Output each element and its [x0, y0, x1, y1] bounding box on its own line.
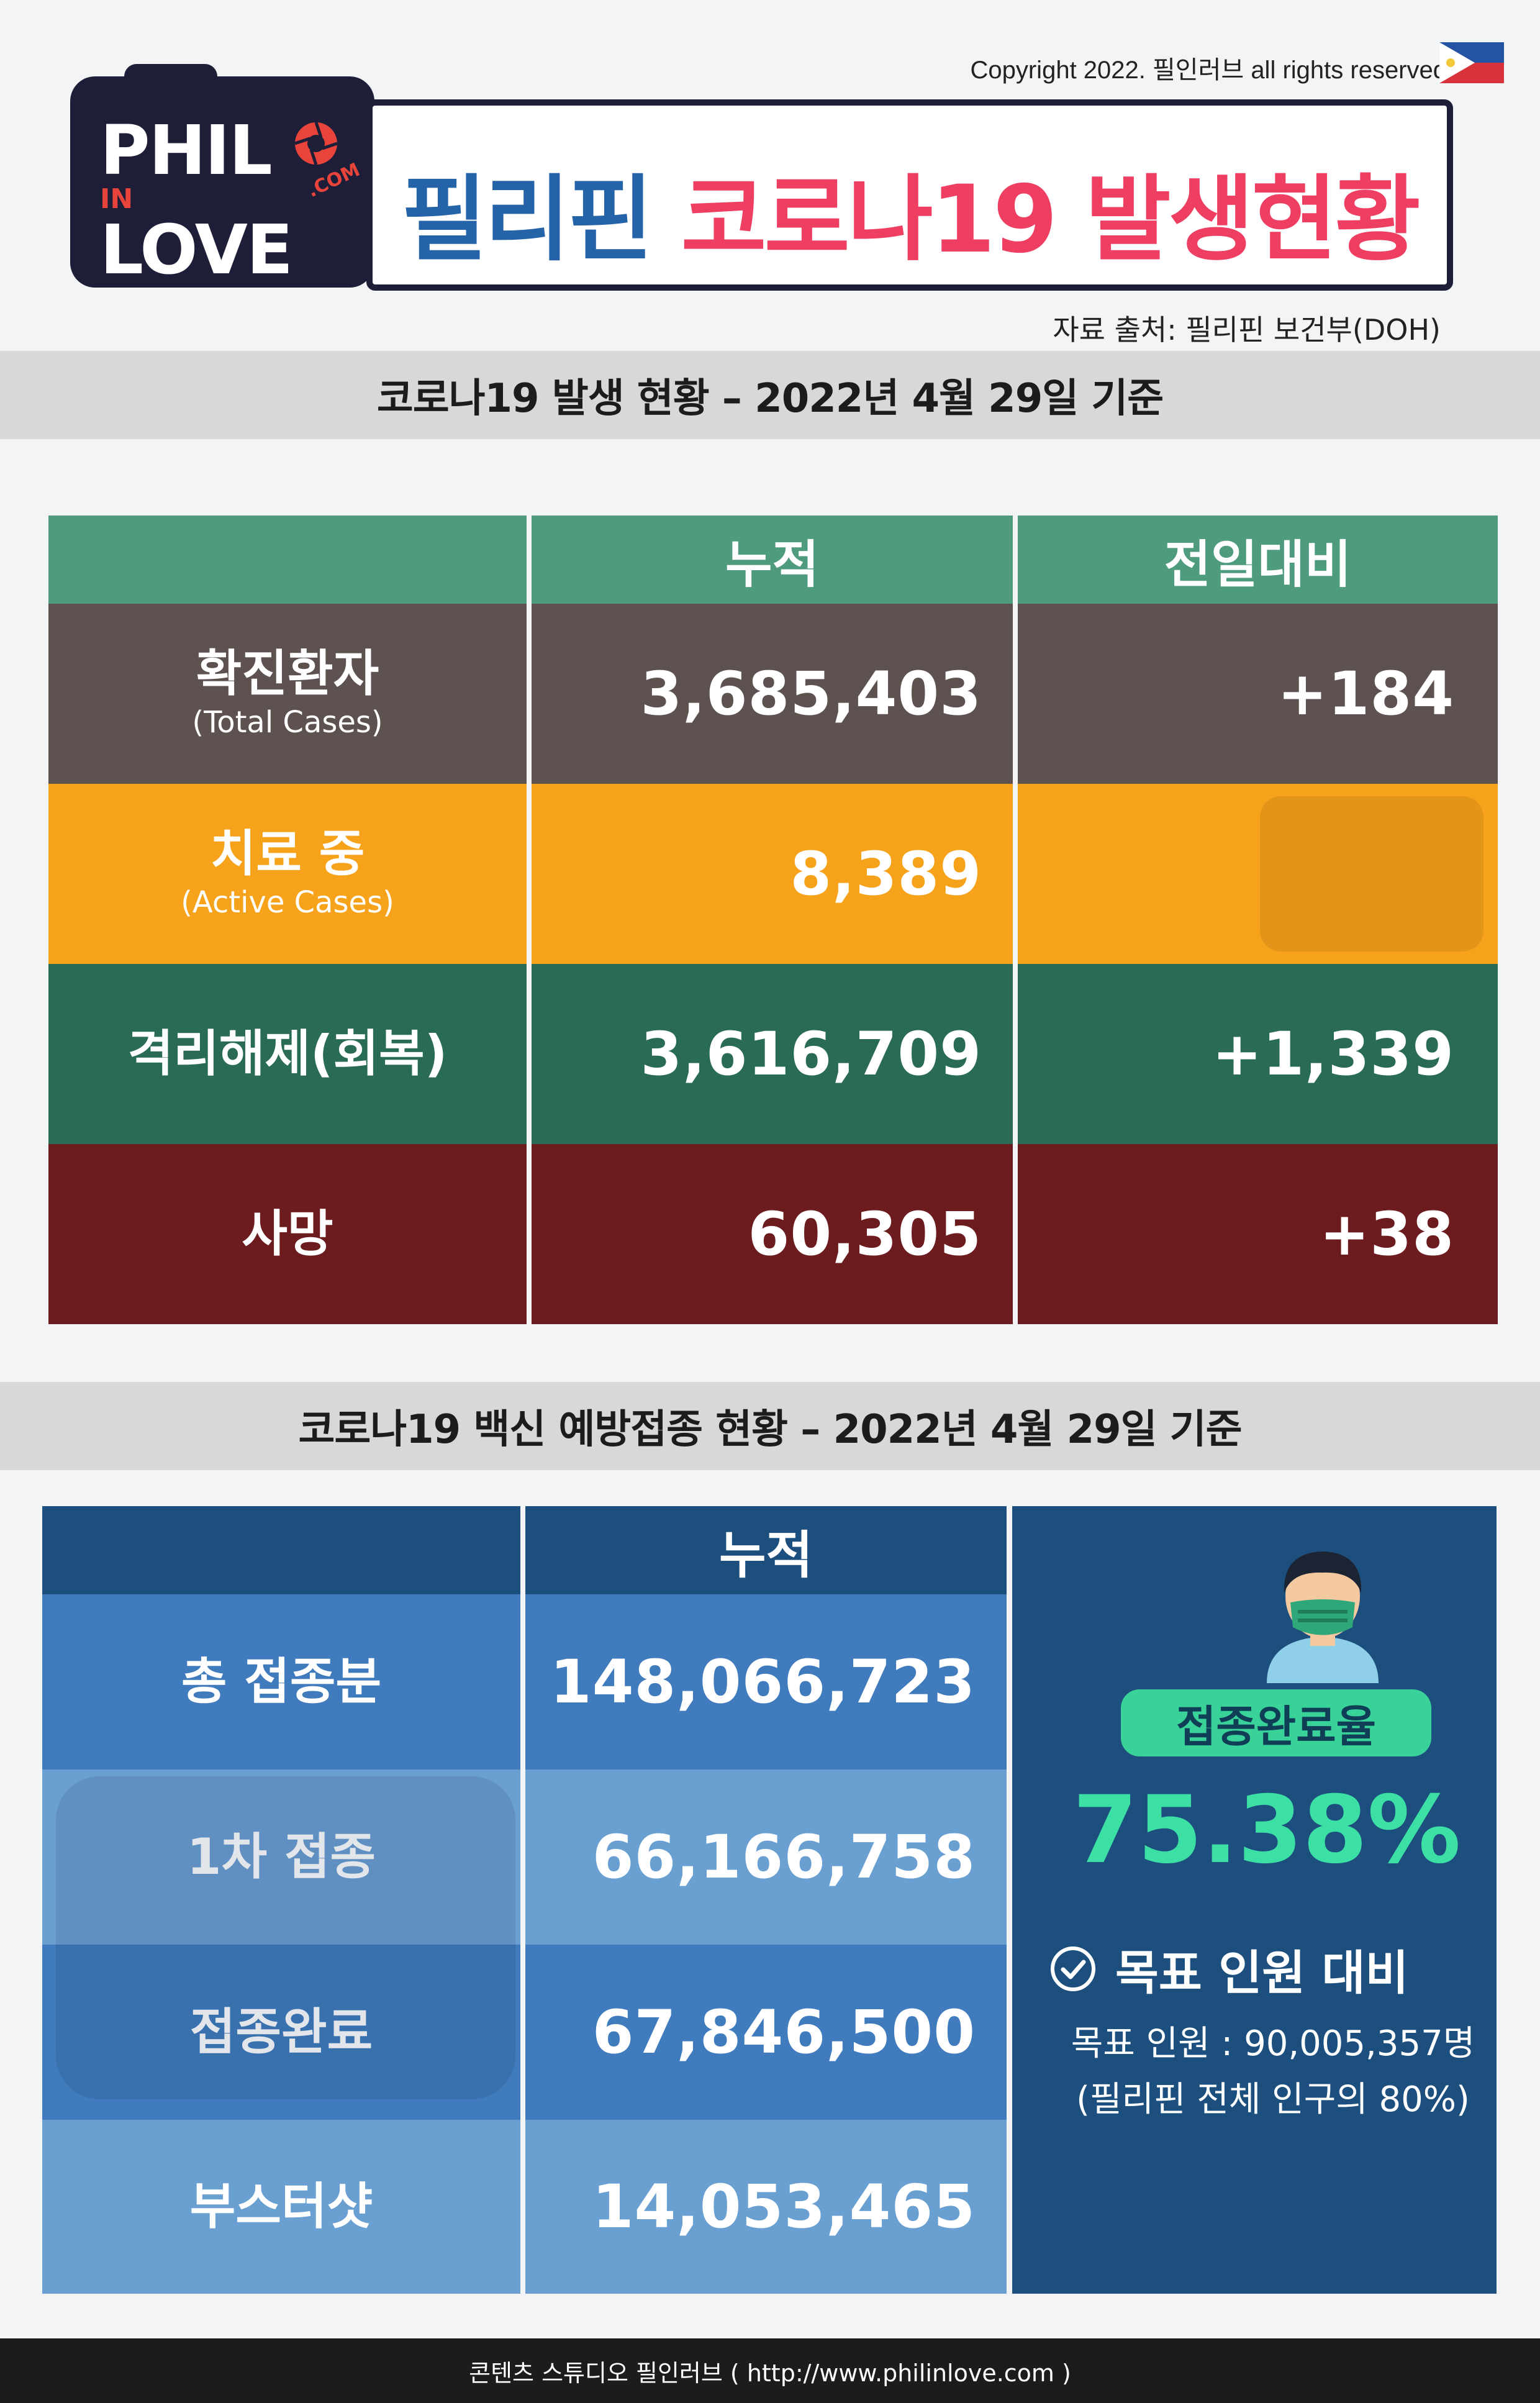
- deaths-cumulative: 60,305: [532, 1144, 1013, 1324]
- vaccine-header-blank: [42, 1506, 520, 1594]
- row-label-active-cases: 치료 중 (Active Cases): [48, 784, 527, 964]
- total-cases-cumulative: 3,685,403: [532, 604, 1013, 784]
- row-label-deaths: 사망: [48, 1144, 527, 1324]
- recovered-daily: +1,339: [1018, 964, 1498, 1144]
- deaths-daily: +38: [1018, 1144, 1498, 1324]
- masked-person-icon: [1267, 1551, 1379, 1683]
- row-label-total-doses: 총 접종분: [42, 1594, 520, 1769]
- philippines-flag-icon: [1439, 42, 1504, 83]
- goal-population: 목표 인원 : 90,005,357명: [1071, 2024, 1475, 2064]
- booster-value: 14,053,465: [525, 2120, 1007, 2294]
- footer-credit: 콘텐츠 스튜디오 필인러브 ( http://www.philinlove.co…: [0, 2338, 1540, 2403]
- goal-population-note: (필리핀 전체 인구의 80%): [1076, 2079, 1470, 2120]
- vaccination-rate-panel: [1012, 1506, 1497, 2294]
- total-doses-value: 148,066,723: [525, 1594, 1007, 1769]
- section2-heading: 코로나19 백신 예방접종 현황 – 2022년 4월 29일 기준: [0, 1382, 1540, 1470]
- recovered-cumulative: 3,616,709: [532, 964, 1013, 1144]
- fully-vaccinated-value: 67,846,500: [525, 1945, 1007, 2120]
- first-dose-value: 66,166,758: [525, 1769, 1007, 1945]
- vaccine-col-cumulative: 누적: [525, 1506, 1007, 1594]
- row-label-first-dose: 1차 접종: [42, 1769, 520, 1945]
- table-header-blank: [48, 516, 527, 604]
- active-cases-daily: [1018, 784, 1498, 964]
- row-label-recovered: 격리해제(회복): [48, 964, 527, 1144]
- goal-heading: 목표 인원 대비: [1049, 1935, 1408, 2003]
- completion-rate-badge: 접종완료율: [1121, 1689, 1431, 1756]
- row-label-total-cases: 확진환자 (Total Cases): [48, 604, 527, 784]
- row-label-booster: 부스터샷: [42, 2120, 520, 2294]
- col-daily-change: 전일대비: [1018, 516, 1498, 604]
- total-cases-daily: +184: [1018, 604, 1498, 784]
- col-cumulative: 누적: [532, 516, 1013, 604]
- camera-aperture-icon: [294, 122, 338, 165]
- check-circle-icon: [1051, 1946, 1095, 1991]
- watermark-logo: [1260, 796, 1483, 952]
- source-note: 자료 출처: 필리핀 보건부(DOH): [1053, 313, 1441, 347]
- row-label-fully-vaccinated: 접종완료: [42, 1945, 520, 2120]
- section1-heading: 코로나19 발생 현황 – 2022년 4월 29일 기준: [0, 351, 1540, 439]
- copyright-text: Copyright 2022. 필인러브 all rights reserved: [970, 57, 1447, 84]
- watermark-logo: [56, 1776, 515, 2099]
- title-banner: 필리핀 코로나19 발생현황: [366, 99, 1453, 291]
- page-title: 필리핀 코로나19 발생현황: [401, 166, 1420, 274]
- philinlove-logo: PHIL IN LOVE .COM: [70, 76, 374, 289]
- active-cases-cumulative: 8,389: [532, 784, 1013, 964]
- completion-rate-value: 75.38%: [1072, 1776, 1461, 1884]
